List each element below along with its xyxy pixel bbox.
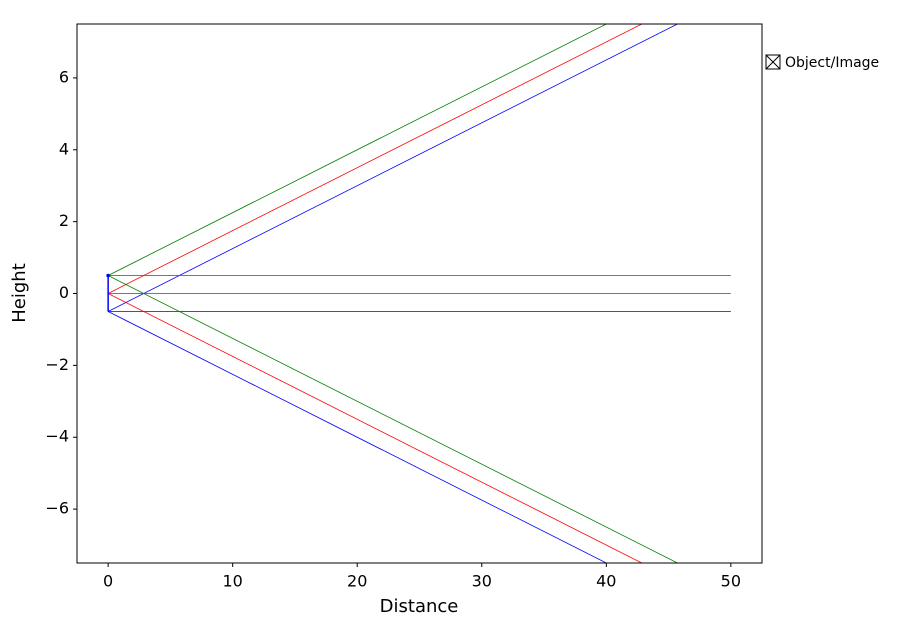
y-axis-label: Height [9, 263, 30, 323]
ray [107, 293, 643, 563]
x-tick-label: 50 [721, 572, 741, 591]
y-tick-label: 2 [59, 211, 69, 230]
x-tick-label: 0 [103, 572, 113, 591]
y-tick-label: 6 [59, 67, 69, 86]
ray [107, 24, 608, 276]
y-tick-label: −2 [45, 355, 69, 374]
x-tick-label: 40 [596, 572, 616, 591]
legend-item: Object/Image [765, 54, 879, 71]
ray [107, 275, 679, 563]
ray [107, 24, 643, 294]
legend-marker [765, 54, 781, 70]
object-tip [106, 273, 110, 278]
y-tick-label: −6 [45, 499, 69, 518]
x-tick-label: 20 [347, 572, 367, 591]
legend-label: Object/Image [785, 55, 879, 71]
ray [107, 24, 679, 312]
y-tick-label: −4 [45, 427, 69, 446]
x-tick-label: 30 [472, 572, 492, 591]
ray [107, 311, 608, 563]
legend-marker-cross [765, 54, 781, 70]
x-axis-label: Distance [380, 596, 459, 617]
plot-area [106, 24, 731, 563]
x-tick-label: 10 [223, 572, 243, 591]
y-tick-label: 0 [59, 283, 69, 302]
y-tick-label: 4 [59, 139, 69, 158]
